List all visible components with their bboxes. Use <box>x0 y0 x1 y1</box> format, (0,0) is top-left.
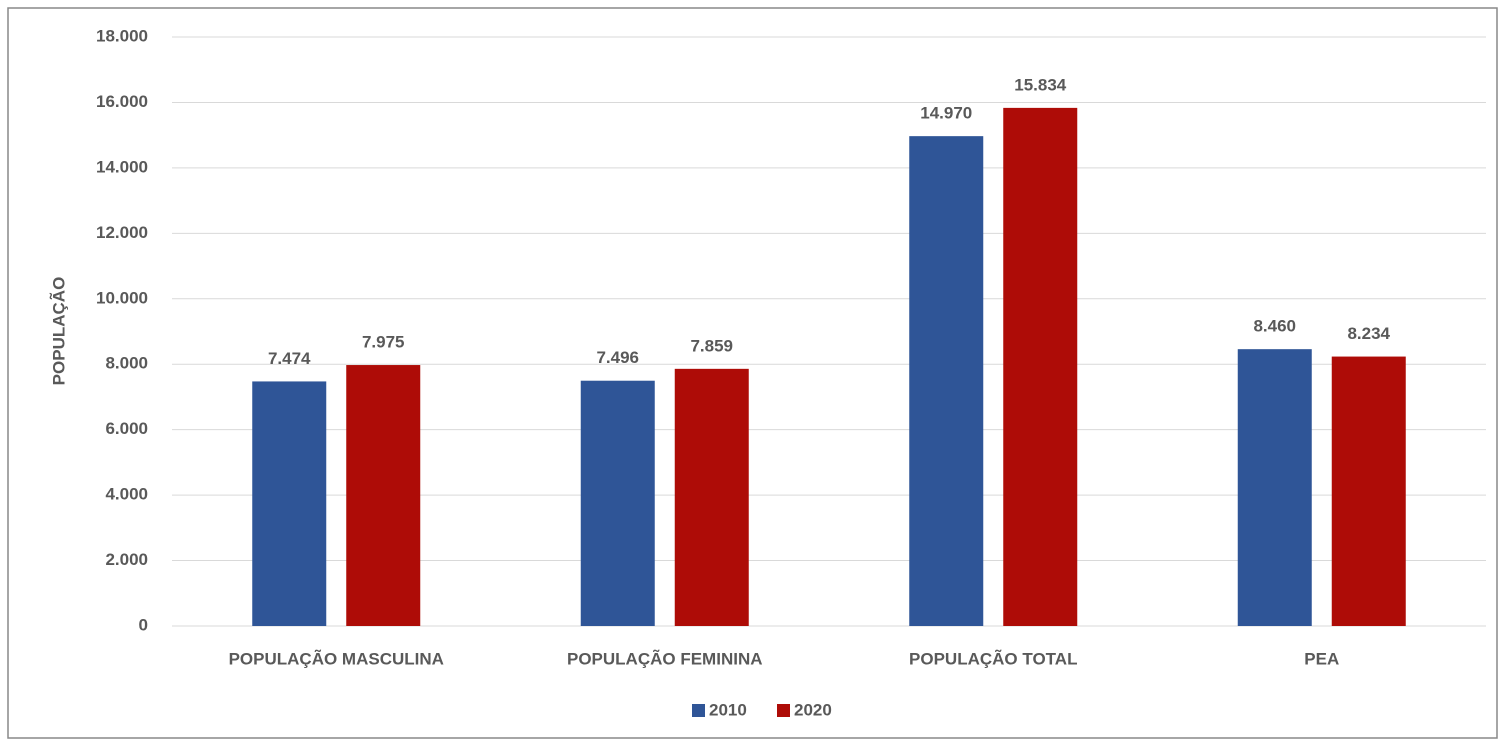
bar <box>252 381 327 626</box>
y-tick-label: 0 <box>139 615 148 634</box>
x-tick-label: POPULAÇÃO FEMININA <box>567 648 763 668</box>
y-tick-label: 16.000 <box>96 92 148 111</box>
y-tick-label: 4.000 <box>105 485 148 504</box>
data-label: 14.970 <box>920 104 972 123</box>
data-label: 15.834 <box>1014 75 1067 94</box>
bar <box>674 368 749 626</box>
data-label: 7.474 <box>268 349 311 368</box>
x-tick-label: POPULAÇÃO MASCULINA <box>229 648 444 668</box>
x-tick-label: POPULAÇÃO TOTAL <box>909 648 1077 668</box>
bar <box>1003 107 1078 626</box>
data-label: 7.496 <box>596 348 639 367</box>
bar <box>909 136 984 627</box>
legend-label: 2010 <box>709 700 747 719</box>
legend-swatch <box>777 704 790 717</box>
y-tick-label: 14.000 <box>96 157 148 176</box>
bar <box>1331 356 1406 626</box>
bar <box>580 380 655 626</box>
x-tick-label: PEA <box>1304 649 1339 668</box>
data-label: 8.234 <box>1347 324 1390 343</box>
y-tick-label: 6.000 <box>105 419 148 438</box>
y-axis-label: POPULAÇÃO <box>48 277 68 386</box>
y-tick-label: 18.000 <box>96 26 148 45</box>
data-label: 7.859 <box>690 336 733 355</box>
legend-swatch <box>692 704 705 717</box>
y-tick-label: 8.000 <box>105 354 148 373</box>
legend-label: 2020 <box>794 700 832 719</box>
data-label: 8.460 <box>1253 317 1296 336</box>
data-label: 7.975 <box>362 333 405 352</box>
y-tick-label: 12.000 <box>96 223 148 242</box>
bar <box>1237 349 1312 626</box>
bar <box>346 365 421 626</box>
y-tick-label: 10.000 <box>96 288 148 307</box>
y-tick-label: 2.000 <box>105 550 148 569</box>
